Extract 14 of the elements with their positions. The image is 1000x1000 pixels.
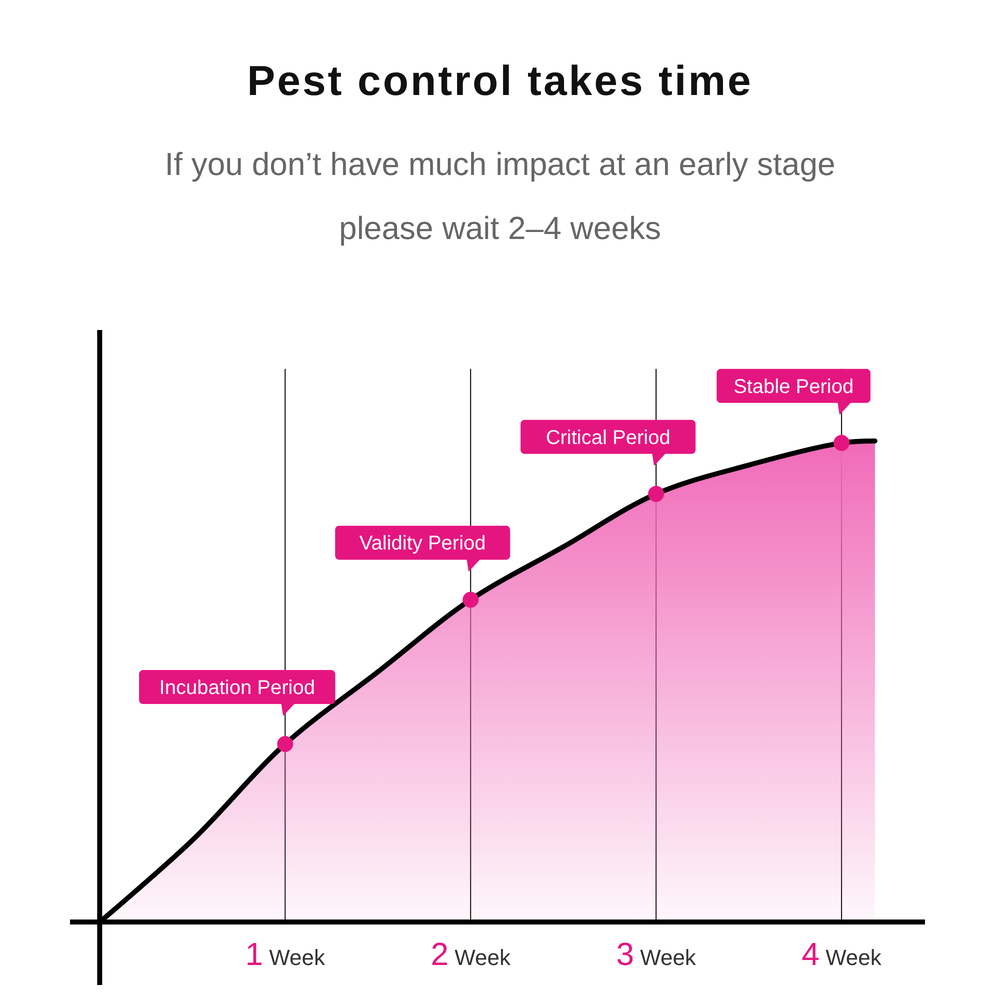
- x-tick-label: 1 Week: [245, 936, 326, 972]
- chart-title: Pest control takes time: [247, 57, 753, 104]
- point: [648, 486, 664, 502]
- point: [834, 434, 850, 451]
- point: [277, 736, 294, 752]
- annotation: Incubation Period: [159, 677, 315, 700]
- annotation: Stable Period: [734, 376, 854, 398]
- x-tick-label: 4 Week: [802, 936, 882, 972]
- x-tick-label: 3 Week: [616, 936, 697, 972]
- annotation: Critical Period: [546, 426, 670, 449]
- chart-subtitle: If you don’t have much impact at an early stage please wait 2–4 weeks: [164, 146, 836, 246]
- annotation: Validity Period: [359, 532, 486, 555]
- point: [462, 592, 479, 608]
- x-tick-label: 2 Week: [430, 936, 512, 972]
